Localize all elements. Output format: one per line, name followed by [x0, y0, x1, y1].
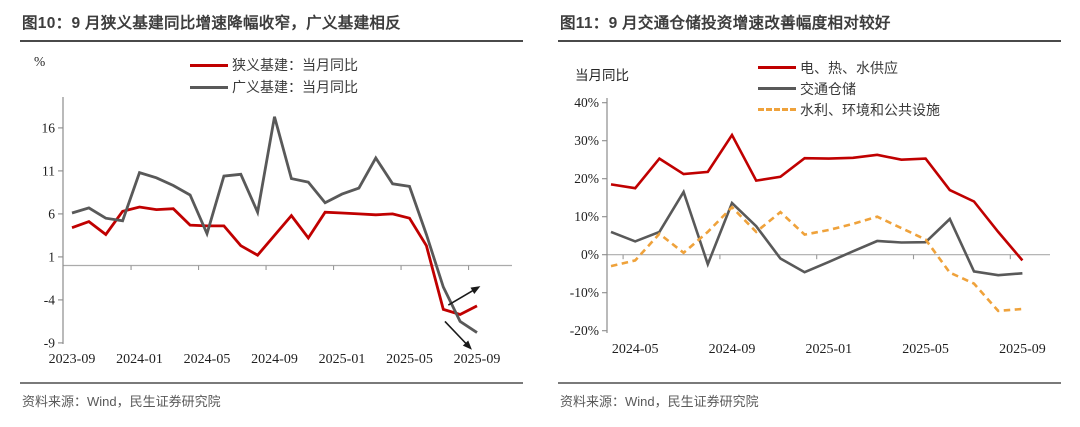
- x-tick-label: 2023-09: [49, 352, 96, 367]
- utilities-line-swatch: [758, 66, 796, 69]
- figure-11-title: 图11：9 月交通仓储投资增速改善幅度相对较好: [558, 8, 1061, 42]
- y-tick-label: -10%: [570, 285, 599, 300]
- legend-item: 水利、环境和公共设施: [758, 99, 940, 120]
- legend-label: 广义基建：当月同比: [232, 81, 358, 96]
- y-tick-label: -20%: [570, 323, 599, 338]
- y-tick-label: 11: [42, 163, 55, 178]
- figure-10-chart: 16 11 6 1 -4 -9 2023-09 2024-01 2024-05 2024-09 20…: [20, 42, 523, 382]
- legend-item: 交通仓储: [758, 78, 940, 99]
- y-axis-unit-label: 当月同比: [575, 68, 629, 83]
- figure-11: 图11：9 月交通仓储投资增速改善幅度相对较好 40% 30% 20% 10% 0% -1…: [558, 8, 1061, 410]
- x-tick-label: 2025-01: [805, 342, 852, 357]
- y-tick-label: 1: [48, 249, 55, 264]
- x-tick-label: 2024-09: [251, 352, 298, 367]
- chart-svg-investment: 40% 30% 20% 10% 0% -10% -20% 2024-05 2024-09 2025…: [570, 95, 1050, 357]
- x-tick-label: 2025-05: [386, 352, 433, 367]
- series-line-2: [610, 205, 1023, 313]
- legend-label: 狭义基建：当月同比: [232, 59, 358, 74]
- x-tick-label: 2025-09: [454, 352, 501, 367]
- x-tick-label: 2024-01: [116, 352, 163, 367]
- y-tick-label: -4: [44, 292, 55, 307]
- y-tick-label: 16: [42, 120, 56, 135]
- legend-label: 电、热、水供应: [800, 61, 898, 77]
- x-tick-label: 2025-05: [902, 342, 949, 357]
- broad-infra-line-swatch: [190, 85, 228, 89]
- annotation-arrow-shaft: [444, 320, 470, 348]
- figure-10-title: 图10：9 月狭义基建同比增速降幅收窄，广义基建相反: [20, 8, 523, 42]
- y-tick-label: 10%: [574, 209, 599, 224]
- source-note: 资料来源：Wind，民生证券研究院: [20, 382, 523, 410]
- series-line-1: [610, 188, 1023, 277]
- figure-10: 图10：9 月狭义基建同比增速降幅收窄，广义基建相反 16 11 6 1 -4 -9 202…: [20, 8, 523, 410]
- legend: 狭义基建：当月同比 广义基建：当月同比: [190, 54, 358, 98]
- y-tick-label: 20%: [574, 171, 599, 186]
- narrow-infra-line-swatch: [190, 63, 228, 67]
- y-tick-label: 30%: [574, 133, 599, 148]
- x-tick-label: 2024-05: [612, 342, 659, 357]
- water-env-line-swatch: [758, 108, 796, 111]
- legend-label: 交通仓储: [800, 82, 856, 98]
- annotation-arrow-head: [462, 340, 472, 350]
- y-tick-label: 6: [48, 206, 55, 221]
- figure-11-chart: 40% 30% 20% 10% 0% -10% -20% 2024-05 2024-09 2025…: [558, 42, 1061, 382]
- annotation-arrow-shaft: [447, 287, 478, 306]
- series-line-0: [610, 132, 1024, 262]
- x-tick-label: 2024-09: [709, 342, 756, 357]
- x-tick-label: 2025-01: [319, 352, 366, 367]
- chart-svg-infrastructure: 16 11 6 1 -4 -9 2023-09 2024-01 2024-05 2024-09 20…: [42, 97, 512, 367]
- annotation-arrow-head: [470, 286, 481, 295]
- y-tick-label: -9: [44, 335, 55, 350]
- x-tick-label: 2025-09: [999, 342, 1046, 357]
- y-tick-label: 0%: [581, 247, 599, 262]
- y-axis-unit-label: %: [34, 54, 46, 69]
- x-tick-label: 2024-05: [184, 352, 231, 367]
- legend: 电、热、水供应 交通仓储 水利、环境和公共设施: [758, 57, 940, 120]
- legend-item: 狭义基建：当月同比: [190, 54, 358, 76]
- source-note: 资料来源：Wind，民生证券研究院: [558, 382, 1061, 410]
- legend-label: 水利、环境和公共设施: [800, 103, 940, 119]
- y-tick-label: 40%: [574, 95, 599, 110]
- transport-line-swatch: [758, 87, 796, 90]
- series-line-1: [71, 116, 478, 334]
- series-line-0: [71, 205, 478, 317]
- legend-item: 电、热、水供应: [758, 57, 940, 78]
- legend-item: 广义基建：当月同比: [190, 76, 358, 98]
